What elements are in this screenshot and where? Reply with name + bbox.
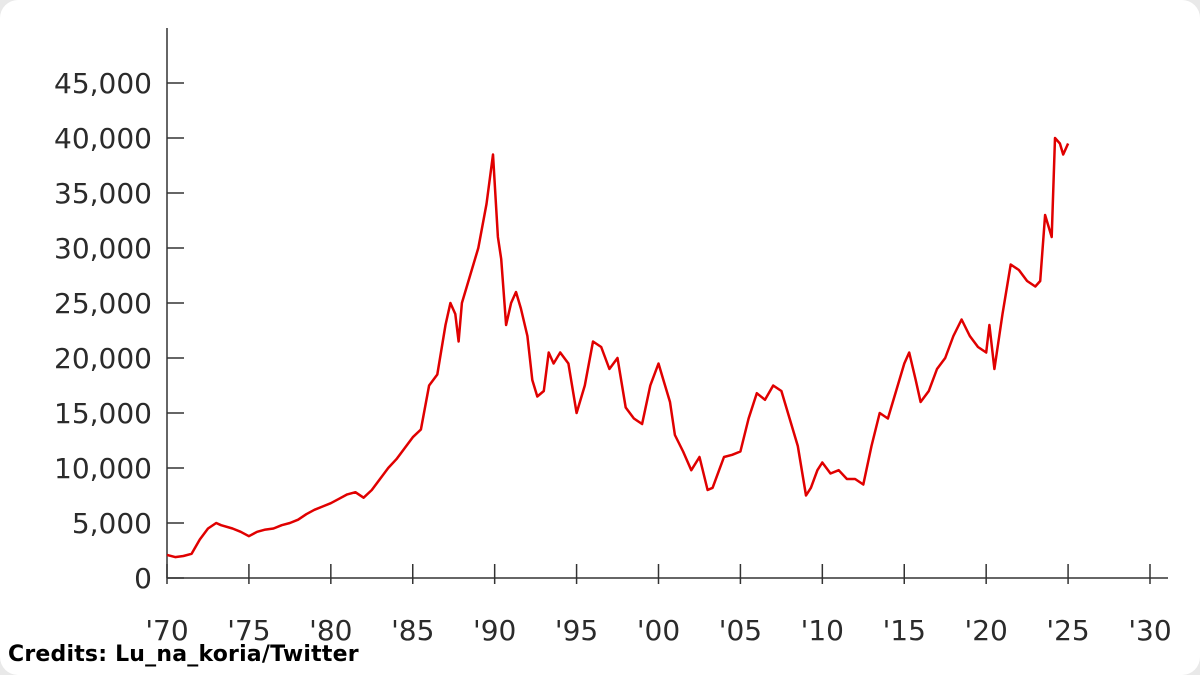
- y-tick-label: 25,000: [54, 287, 152, 320]
- y-tick-label: 30,000: [54, 232, 152, 265]
- y-tick-label: 40,000: [54, 122, 152, 155]
- x-tick-label: '05: [719, 614, 762, 647]
- x-tick-label: '80: [309, 614, 352, 647]
- series-group: [166, 136, 1070, 559]
- y-tick-label: 35,000: [54, 177, 152, 210]
- y-tick-label: 0: [134, 562, 152, 595]
- x-tick-label: '20: [965, 614, 1008, 647]
- y-tick-label: 45,000: [54, 67, 152, 100]
- x-tick-label: '30: [1128, 614, 1171, 647]
- y-tick-label: 10,000: [54, 452, 152, 485]
- x-tick-label: '25: [1046, 614, 1089, 647]
- x-tick-label: '00: [637, 614, 680, 647]
- x-tick-label: '10: [801, 614, 844, 647]
- x-tick-label: '95: [555, 614, 598, 647]
- y-tick-label: 20,000: [54, 342, 152, 375]
- x-tick-label: '70: [145, 614, 188, 647]
- x-tick-label: '75: [227, 614, 270, 647]
- x-axis-ticks: '70 '75 '80 '85 '90 '95 '00 '05 '10 '15 '20 '25 '30: [145, 564, 1172, 647]
- y-tick-label: 5,000: [72, 507, 152, 540]
- x-tick-label: '15: [883, 614, 926, 647]
- credit-label: Credits: Lu_na_koria/Twitter: [8, 642, 359, 667]
- x-tick-label: '90: [473, 614, 516, 647]
- series-line: [166, 136, 1070, 559]
- y-axis-ticks: 0 5,000 10,000 15,000 20,000 25,000 30,000 35,0…: [54, 67, 184, 595]
- x-tick-label: '85: [391, 614, 434, 647]
- y-tick-label: 15,000: [54, 397, 152, 430]
